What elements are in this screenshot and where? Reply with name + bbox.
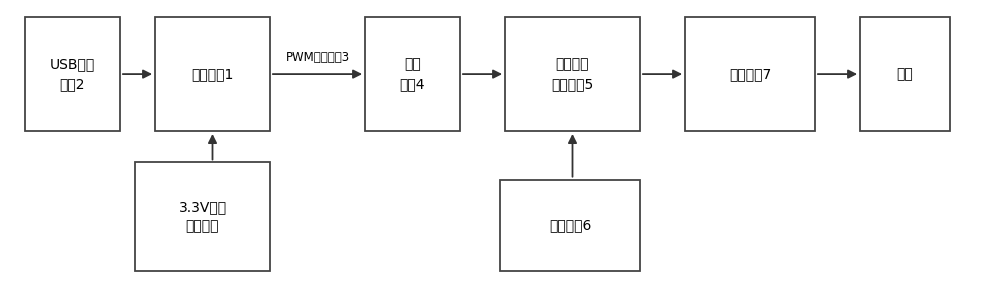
FancyBboxPatch shape	[135, 162, 270, 271]
Text: 微处理器1: 微处理器1	[191, 67, 234, 81]
Text: USB通讯
模块2: USB通讯 模块2	[50, 57, 95, 91]
FancyBboxPatch shape	[860, 17, 950, 131]
FancyBboxPatch shape	[685, 17, 815, 131]
Text: 3.3V直流
电源电路: 3.3V直流 电源电路	[178, 200, 227, 233]
Text: 高速
光耦4: 高速 光耦4	[400, 57, 425, 91]
FancyBboxPatch shape	[505, 17, 640, 131]
Text: 隔离电源6: 隔离电源6	[549, 218, 591, 232]
Text: 输出: 输出	[897, 67, 913, 81]
FancyBboxPatch shape	[25, 17, 120, 131]
FancyBboxPatch shape	[500, 180, 640, 271]
Text: PWM输出单元3: PWM输出单元3	[286, 51, 350, 64]
FancyBboxPatch shape	[365, 17, 460, 131]
Text: 保护电路7: 保护电路7	[729, 67, 771, 81]
FancyBboxPatch shape	[155, 17, 270, 131]
Text: 脉冲宽度
调制芯片5: 脉冲宽度 调制芯片5	[551, 57, 594, 91]
